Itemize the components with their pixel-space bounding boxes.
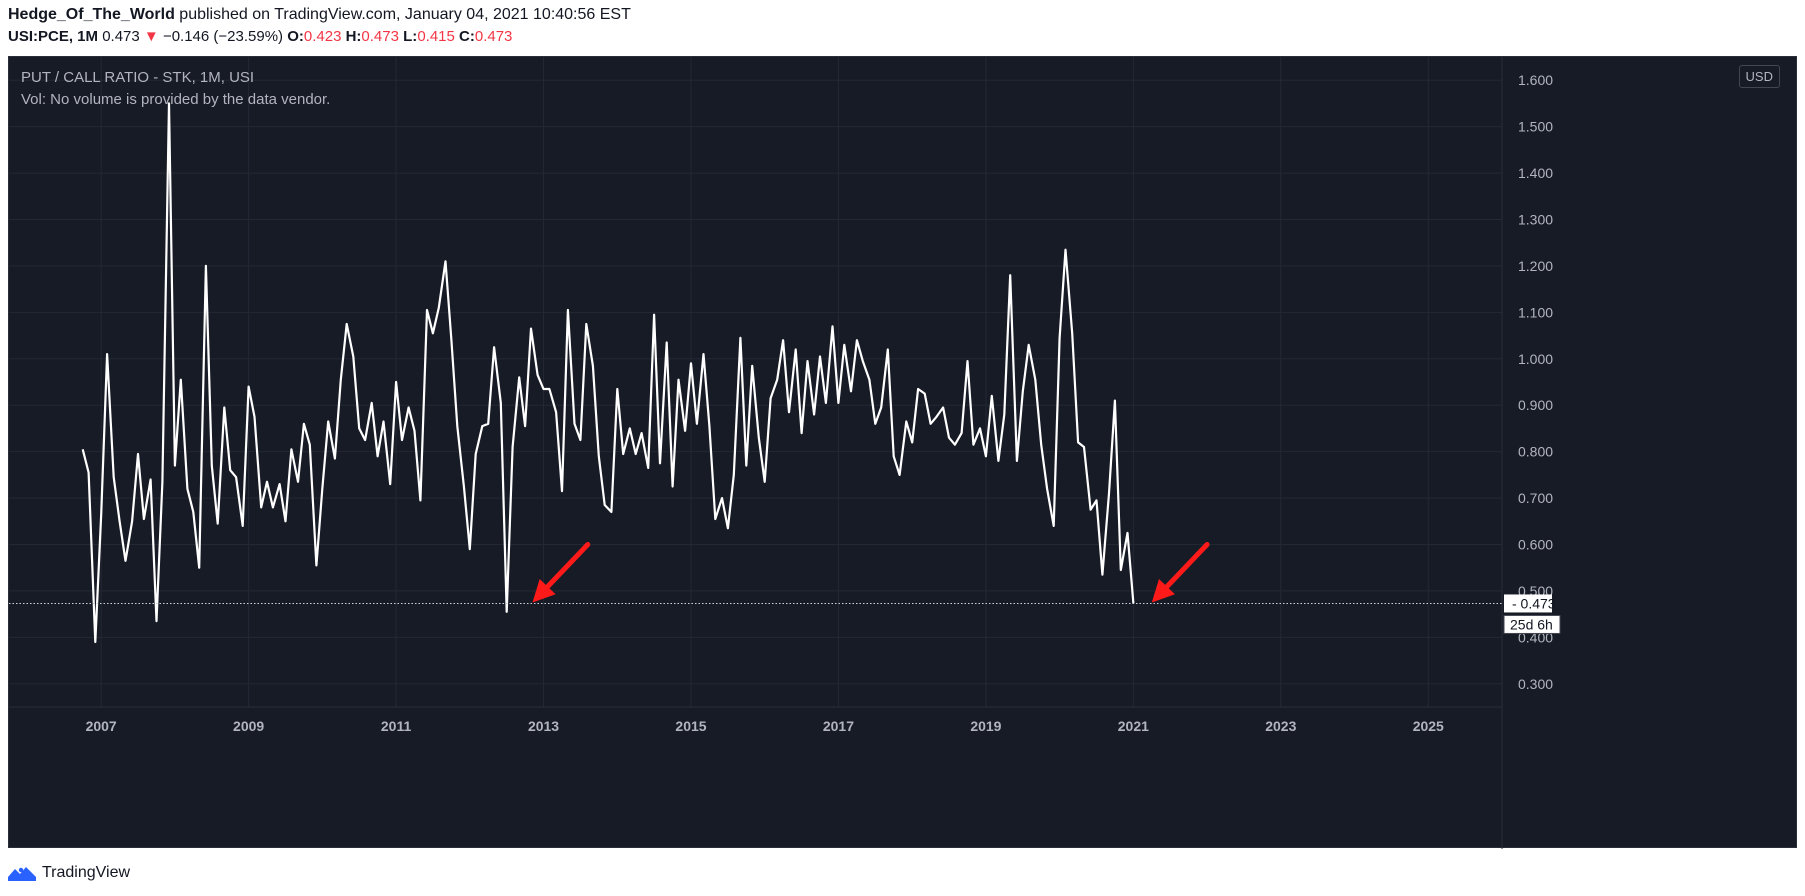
- down-arrow-icon: ▼: [143, 28, 159, 45]
- publish-info: Hedge_Of_The_World published on TradingV…: [8, 4, 1797, 26]
- x-tick-label: 2019: [970, 718, 1001, 734]
- x-tick-label: 2011: [381, 718, 412, 734]
- last-price: 0.473: [102, 28, 140, 45]
- close-value: 0.473: [474, 28, 513, 45]
- countdown-label: 25d 6h: [1510, 616, 1553, 632]
- last-price-label: - 0.473: [1512, 595, 1556, 611]
- open-value: 0.423: [303, 28, 342, 45]
- x-tick-label: 2007: [86, 718, 117, 734]
- countdown-box: [1503, 614, 1561, 634]
- annotations: - 0.473 25d 6h: [9, 542, 1561, 634]
- x-tick-label: 2023: [1265, 718, 1296, 734]
- red-arrow-shaft: [1164, 542, 1210, 590]
- high-value: 0.473: [361, 28, 399, 45]
- symbol-name: USI:PCE, 1M: [8, 28, 99, 45]
- volume-note: Vol: No volume is provided by the data v…: [21, 91, 331, 108]
- y-tick-label: 1.100: [1518, 304, 1553, 320]
- currency-button[interactable]: USD: [1738, 65, 1780, 88]
- y-tick-label: 1.500: [1518, 119, 1553, 135]
- close-label: C:: [459, 28, 475, 45]
- x-tick-label: 2009: [233, 718, 264, 734]
- y-tick-label: 1.600: [1518, 72, 1553, 88]
- grid-lines: [9, 57, 1502, 707]
- x-tick-label: 2017: [823, 718, 854, 734]
- x-tick-label: 2013: [528, 718, 559, 734]
- author-name[interactable]: Hedge_Of_The_World: [8, 6, 175, 23]
- y-tick-label: 0.700: [1518, 490, 1553, 506]
- price-change: −0.146 (−23.59%): [162, 28, 284, 45]
- footer: TradingView: [8, 860, 130, 886]
- tradingview-logo-icon[interactable]: [8, 865, 36, 881]
- red-arrow-shaft: [545, 542, 591, 590]
- x-tick-label: 2015: [675, 718, 706, 734]
- open-label: O:: [287, 28, 304, 45]
- low-label: L:: [403, 28, 418, 45]
- price-chart[interactable]: 0.3000.4000.5000.6000.7000.8000.9001.000…: [9, 57, 1798, 849]
- x-tick-label: 2021: [1118, 718, 1149, 734]
- low-value: 0.415: [417, 28, 455, 45]
- high-label: H:: [345, 28, 362, 45]
- chart-panel[interactable]: 0.300 0.400 0.500 0.600 0.700 0.800 0.900 1.000…: [8, 56, 1798, 849]
- x-tick-label: 2025: [1413, 718, 1444, 734]
- y-tick-label: 1.200: [1518, 258, 1553, 274]
- footer-brand[interactable]: TradingView: [42, 864, 131, 881]
- symbol-info: USI:PCE, 1M 0.473 ▼ −0.146 (−23.59%) O:0…: [8, 26, 1797, 47]
- red-arrow-head: [1151, 579, 1175, 603]
- y-tick-label: 1.300: [1518, 212, 1553, 228]
- price-label-box: [1504, 594, 1552, 613]
- y-tick-label: 0.600: [1518, 537, 1553, 553]
- chart-legend: PUT / CALL RATIO - STK, 1M, USI Vol: No …: [21, 67, 330, 111]
- y-tick-label: 0.300: [1518, 676, 1553, 692]
- publish-header: Hedge_Of_The_World published on TradingV…: [8, 4, 1797, 52]
- y-tick-label: 0.900: [1518, 397, 1553, 413]
- series-layer: [81, 102, 1135, 644]
- chart-title: PUT / CALL RATIO - STK, 1M, USI: [21, 69, 255, 86]
- published-text: published on TradingView.com, January 04…: [179, 6, 631, 23]
- axes: 0.3000.4000.5000.6000.7000.8000.9001.000…: [9, 57, 1553, 849]
- red-arrow-head: [532, 579, 556, 603]
- y-tick-label: 1.000: [1518, 351, 1553, 367]
- y-tick-label: 1.400: [1518, 165, 1553, 181]
- y-tick-label: 0.800: [1518, 444, 1553, 460]
- series-line: [81, 102, 1135, 644]
